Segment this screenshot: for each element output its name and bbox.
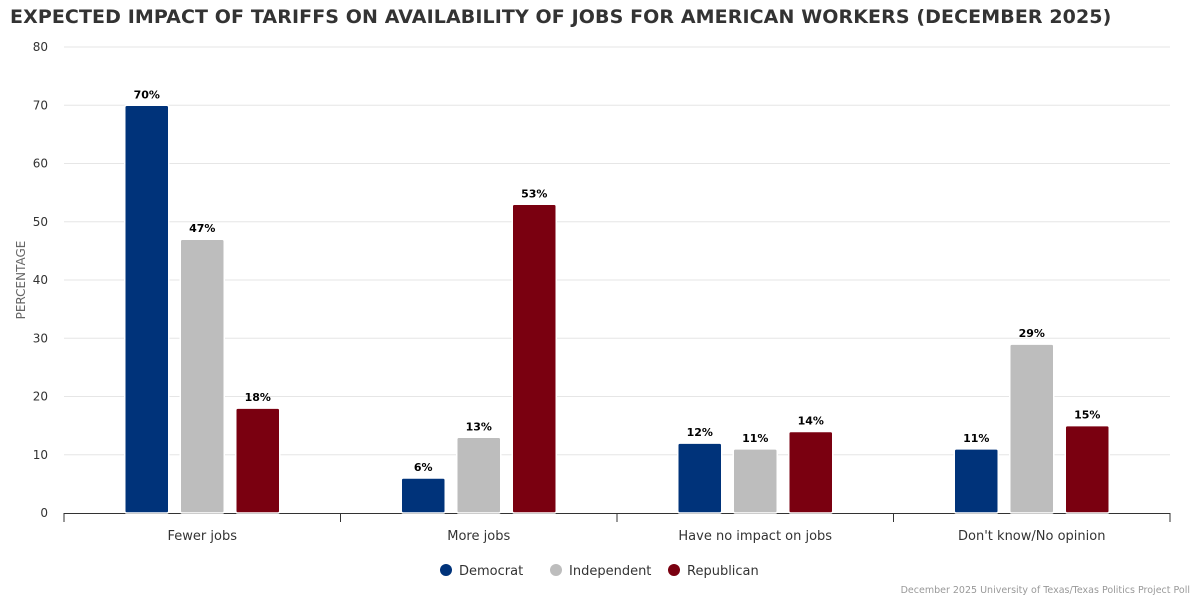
data-label: 6% [414,461,433,474]
y-tick-label: 50 [33,215,48,229]
x-tick-label: Don't know/No opinion [958,529,1105,544]
data-label: 53% [521,187,547,200]
data-label: 14% [798,414,824,427]
bar [124,104,170,514]
bar [400,477,446,514]
bar [953,448,999,514]
data-label: 15% [1074,409,1100,422]
x-tick-label: More jobs [447,529,510,544]
y-tick-label: 30 [33,331,48,345]
legend-label: Republican [687,564,759,579]
bar [511,203,557,514]
y-tick-label: 20 [33,390,48,404]
y-tick-label: 0 [40,506,48,520]
bar [677,442,723,514]
legend-marker [668,564,680,576]
data-label: 18% [245,391,271,404]
data-label: 12% [687,426,713,439]
bar [456,436,502,514]
legend-label: Independent [569,564,651,579]
bar [788,430,834,514]
data-label: 11% [742,432,768,445]
legend-label: Democrat [459,564,523,579]
y-tick-label: 10 [33,448,48,462]
y-tick-label: 60 [33,157,48,171]
chart-title: EXPECTED IMPACT OF TARIFFS ON AVAILABILI… [10,6,1112,28]
data-label: 29% [1019,327,1045,340]
x-tick-label: Fewer jobs [168,529,238,544]
bar [235,407,281,514]
bar [179,238,225,514]
data-label: 47% [189,222,215,235]
bar [732,448,778,514]
bar [1009,343,1055,514]
x-tick-label: Have no impact on jobs [678,529,832,544]
y-tick-label: 70 [33,98,48,112]
legend-marker [550,564,562,576]
bar [1064,424,1110,514]
y-axis-label: PERCENTAGE [14,241,28,320]
data-label: 13% [466,420,492,433]
data-label: 70% [134,88,160,101]
y-tick-label: 80 [33,40,48,54]
legend-marker [440,564,452,576]
data-label: 11% [963,432,989,445]
chart-credit: December 2025 University of Texas/Texas … [900,585,1190,596]
y-tick-label: 40 [33,273,48,287]
